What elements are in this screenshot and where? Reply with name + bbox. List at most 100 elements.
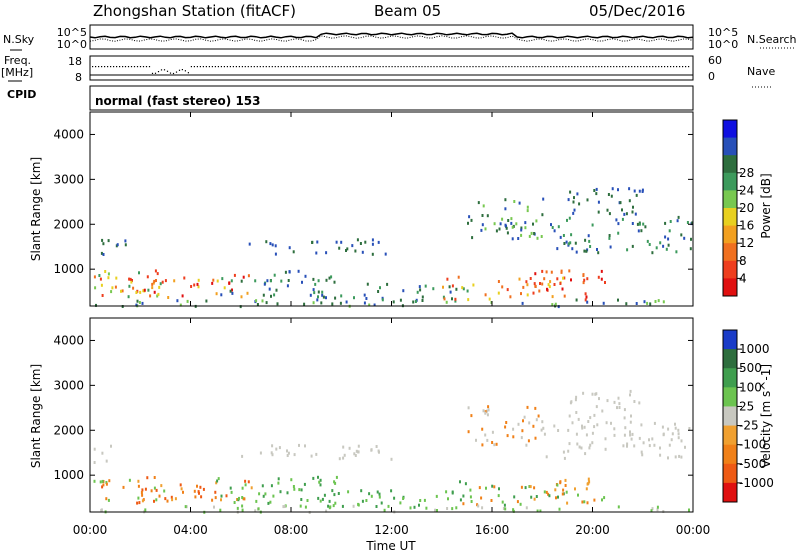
range-cell bbox=[161, 280, 164, 284]
range-cell bbox=[304, 274, 307, 278]
range-cell bbox=[284, 270, 287, 274]
freq-dot bbox=[628, 66, 630, 68]
range-cell bbox=[354, 454, 357, 457]
colorbar-tick-label: 8 bbox=[739, 254, 747, 268]
range-cell bbox=[486, 409, 488, 413]
range-cell bbox=[151, 282, 154, 286]
freq-dot bbox=[457, 66, 459, 68]
range-cell bbox=[566, 218, 568, 222]
range-cell bbox=[283, 505, 286, 508]
range-cell bbox=[543, 277, 546, 281]
range-cell bbox=[559, 481, 562, 485]
y-tick-label: 3000 bbox=[53, 378, 84, 392]
range-cell bbox=[638, 222, 641, 226]
range-cell bbox=[688, 427, 691, 430]
range-cell bbox=[646, 301, 649, 305]
range-cell bbox=[353, 296, 355, 300]
range-cell bbox=[219, 508, 222, 512]
range-cell bbox=[532, 424, 535, 428]
colorbar-swatch bbox=[723, 368, 737, 388]
range-cell bbox=[197, 490, 200, 494]
freq-dot bbox=[430, 66, 432, 68]
range-cell bbox=[659, 241, 662, 245]
range-cell bbox=[520, 436, 523, 440]
freq-dot bbox=[664, 66, 666, 68]
range-cell bbox=[533, 486, 536, 490]
range-cell bbox=[325, 509, 328, 513]
freq-dot bbox=[448, 66, 450, 68]
range-cell bbox=[100, 508, 103, 512]
nsky-tick-bottom: 10^0 bbox=[57, 38, 87, 51]
colorbar-tick-label: 500 bbox=[739, 361, 762, 375]
range-cell bbox=[144, 487, 147, 491]
freq-dot bbox=[334, 66, 336, 68]
range-cell bbox=[623, 416, 626, 420]
range-cell bbox=[274, 252, 277, 256]
range-cell bbox=[241, 486, 244, 490]
range-cell bbox=[467, 221, 469, 225]
x-tick-label: 00:00 bbox=[676, 523, 711, 537]
range-cell bbox=[139, 290, 142, 294]
range-cell bbox=[371, 242, 374, 246]
colorbar-tick-label: -500 bbox=[739, 457, 766, 471]
freq-dot bbox=[637, 66, 639, 68]
freq-dot bbox=[421, 66, 423, 68]
range-cell bbox=[454, 297, 457, 301]
range-cell bbox=[137, 479, 140, 483]
range-cell bbox=[518, 201, 521, 205]
range-cell bbox=[359, 242, 362, 245]
range-cell bbox=[662, 244, 665, 248]
range-cell bbox=[567, 242, 570, 246]
freq-dot bbox=[205, 66, 207, 68]
range-cell bbox=[402, 289, 405, 293]
range-cell bbox=[577, 417, 580, 421]
range-cell bbox=[502, 507, 505, 510]
range-cell bbox=[669, 220, 672, 223]
freq-dot bbox=[622, 66, 624, 68]
range-cell bbox=[102, 242, 105, 246]
range-cell bbox=[445, 300, 448, 304]
range-cell bbox=[537, 414, 540, 418]
range-cell bbox=[255, 499, 258, 503]
range-cell bbox=[270, 484, 273, 488]
range-cell bbox=[156, 294, 159, 298]
freq-dot bbox=[247, 66, 249, 68]
range-cell bbox=[593, 189, 596, 192]
range-cell bbox=[583, 278, 586, 282]
range-cell bbox=[584, 298, 587, 302]
range-cell bbox=[691, 221, 694, 225]
range-cell bbox=[241, 504, 244, 508]
range-cell bbox=[325, 251, 328, 255]
range-cell bbox=[481, 427, 484, 431]
range-cell bbox=[591, 392, 594, 396]
range-cell bbox=[581, 424, 583, 428]
range-cell bbox=[506, 434, 509, 438]
range-cell bbox=[288, 246, 291, 250]
range-cell bbox=[259, 451, 262, 455]
freq-dot bbox=[400, 66, 402, 68]
freq-dot bbox=[130, 66, 133, 68]
range-cell bbox=[457, 275, 460, 279]
range-cell bbox=[205, 299, 208, 303]
range-cell bbox=[341, 504, 344, 508]
nave-tick-top: 60 bbox=[708, 54, 722, 67]
freq-dot bbox=[601, 66, 603, 68]
range-cell bbox=[193, 489, 196, 493]
range-cell bbox=[352, 504, 355, 508]
nsearch-label: N.Search bbox=[747, 33, 797, 46]
range-cell bbox=[613, 400, 616, 404]
freq-dot bbox=[487, 66, 489, 68]
range-cell bbox=[107, 276, 110, 280]
range-cell bbox=[505, 226, 508, 230]
freq-dot bbox=[187, 72, 189, 74]
range-cell bbox=[250, 486, 253, 490]
freq-dot bbox=[415, 66, 417, 68]
range-cell bbox=[346, 247, 349, 251]
range-cell bbox=[564, 484, 567, 487]
range-cell bbox=[568, 442, 571, 446]
range-cell bbox=[587, 420, 590, 423]
range-cell bbox=[661, 425, 664, 429]
colorbar-tick-label: 16 bbox=[739, 219, 754, 233]
cpid-label: CPID bbox=[7, 88, 36, 101]
range-cell bbox=[575, 250, 578, 254]
